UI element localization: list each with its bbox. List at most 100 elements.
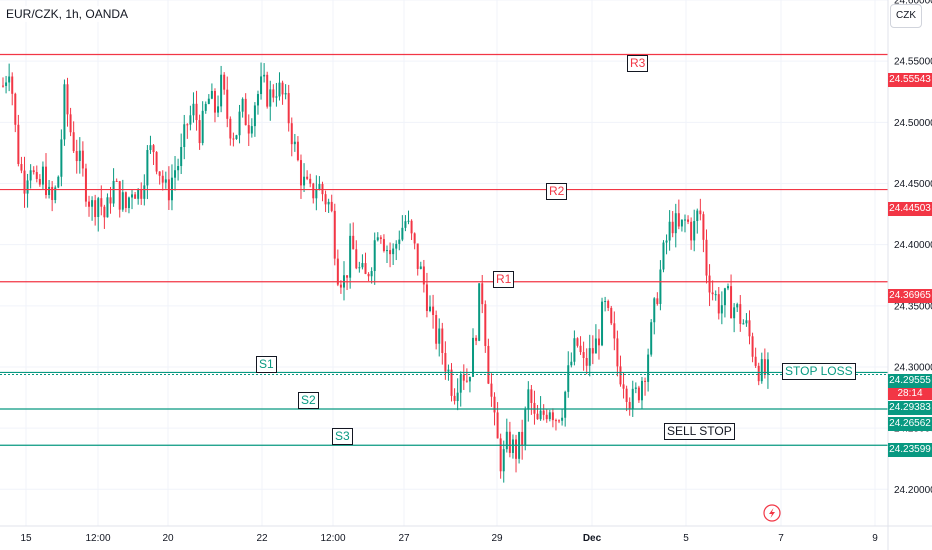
candle-body xyxy=(472,337,475,377)
candle-body xyxy=(723,288,726,306)
label-s3[interactable]: S3 xyxy=(332,428,353,445)
candle-body xyxy=(8,76,11,83)
candle-body xyxy=(763,359,766,375)
candle-body xyxy=(425,284,428,312)
candle-body xyxy=(118,181,121,210)
candle-body xyxy=(745,320,748,324)
candle-body xyxy=(17,124,20,165)
level-lines xyxy=(0,53,888,446)
candle-body xyxy=(38,178,41,185)
candle-body xyxy=(266,74,269,107)
candle-body xyxy=(720,305,723,314)
last-price-tag: 24.29383 xyxy=(888,401,932,415)
time-tick-label: 12:00 xyxy=(320,533,345,544)
candle-body xyxy=(100,198,103,207)
candle-body xyxy=(521,431,524,446)
candle-body xyxy=(573,338,576,362)
candle-body xyxy=(613,323,616,339)
candle-body xyxy=(78,150,81,162)
candle-body xyxy=(625,388,628,402)
stop-loss-label[interactable]: STOP LOSS xyxy=(782,363,856,380)
time-tick-label: 9 xyxy=(872,533,878,544)
candle-body xyxy=(94,200,97,217)
label-r3[interactable]: R3 xyxy=(627,55,649,72)
candle-body xyxy=(115,180,118,182)
candle-body xyxy=(256,94,259,106)
time-axis[interactable]: 15 12:00 20 22 12:00 27 29 Dec 5 7 9 xyxy=(20,533,878,544)
candle-body xyxy=(379,237,382,240)
candle-body xyxy=(183,124,186,147)
label-s2[interactable]: S2 xyxy=(298,392,319,409)
candle-body xyxy=(588,348,591,366)
candle-body xyxy=(186,124,189,126)
candle-body xyxy=(404,221,407,228)
candle-body xyxy=(690,221,693,241)
candle-body xyxy=(26,180,29,194)
candle-body xyxy=(558,420,561,422)
candle-body xyxy=(644,380,647,382)
candle-body xyxy=(352,235,355,250)
candle-body xyxy=(447,369,450,372)
candle-body xyxy=(739,304,742,324)
candle-body xyxy=(29,170,32,181)
candle-body xyxy=(591,348,594,354)
sell-stop-label[interactable]: SELL STOP xyxy=(664,423,735,440)
label-r2[interactable]: R2 xyxy=(546,183,568,200)
candle-body xyxy=(441,328,444,353)
candle-body xyxy=(131,194,134,198)
chart-pane[interactable] xyxy=(0,0,888,526)
candle-body xyxy=(358,267,361,269)
candle-body xyxy=(407,220,410,222)
candle-body xyxy=(72,132,75,152)
candle-body xyxy=(226,89,229,119)
candle-body xyxy=(597,338,600,346)
time-tick-label: 5 xyxy=(683,533,689,544)
candle-body xyxy=(355,249,358,269)
lightning-icon[interactable] xyxy=(763,504,781,522)
candle-body xyxy=(220,74,223,107)
candle-body xyxy=(757,365,760,382)
candle-body xyxy=(149,145,152,150)
label-r1[interactable]: R1 xyxy=(493,271,515,288)
candle-body xyxy=(508,431,511,453)
candle-body xyxy=(51,186,54,200)
candle-body xyxy=(478,283,481,341)
candle-body xyxy=(327,201,330,205)
candle-body xyxy=(607,301,610,308)
candle-body xyxy=(760,359,763,382)
candle-body xyxy=(106,197,109,218)
candle-body xyxy=(287,93,290,124)
candle-body xyxy=(299,160,302,186)
candle-body xyxy=(459,374,462,393)
candle-body xyxy=(539,410,542,420)
candle-body xyxy=(290,123,293,145)
candle-body xyxy=(619,366,622,385)
candle-body xyxy=(754,356,757,366)
candle-body xyxy=(548,412,551,420)
candle-body xyxy=(456,392,459,402)
currency-button[interactable]: CZK xyxy=(890,4,922,28)
candle-body xyxy=(124,192,127,209)
candle-body xyxy=(742,323,745,325)
candle-body xyxy=(75,151,78,162)
candle-body xyxy=(45,166,48,196)
candle-body xyxy=(260,76,263,95)
candle-body xyxy=(201,110,204,144)
candle-body xyxy=(217,106,220,113)
candle-body xyxy=(382,239,385,251)
candle-body xyxy=(708,275,711,293)
candle-body xyxy=(533,402,536,414)
candle-body xyxy=(567,365,570,392)
price-tick-label: 24.50000 xyxy=(894,118,932,129)
candle-body xyxy=(339,284,342,288)
candle-body xyxy=(656,298,659,304)
candle-body xyxy=(97,198,100,217)
candle-body xyxy=(468,376,471,382)
candle-body xyxy=(192,103,195,116)
candle-body xyxy=(601,301,604,346)
label-s1[interactable]: S1 xyxy=(256,356,277,373)
candle-body xyxy=(616,338,619,367)
candle-body xyxy=(481,283,484,305)
candle-body xyxy=(475,337,478,341)
